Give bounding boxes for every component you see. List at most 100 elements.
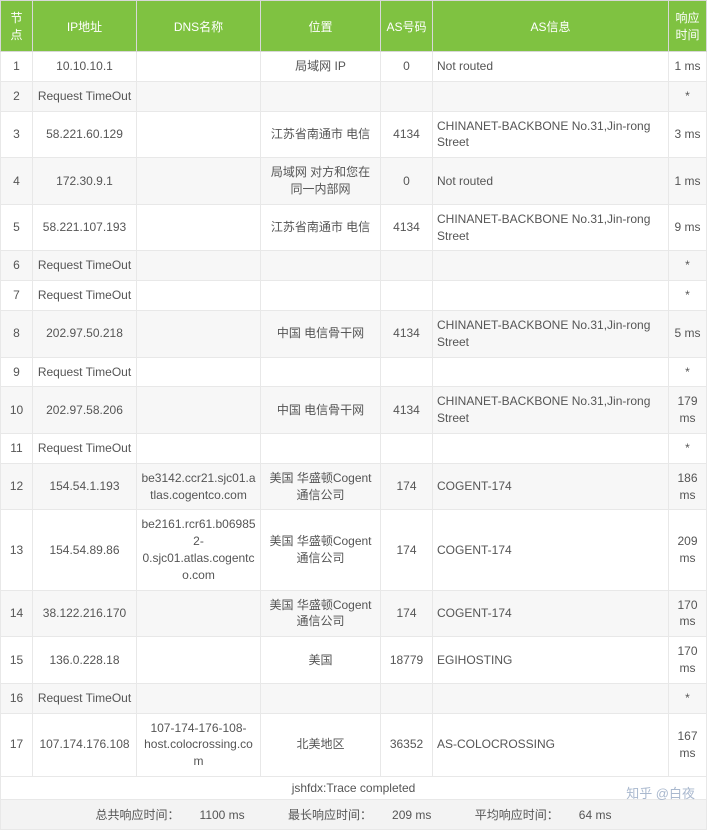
- table-row[interactable]: 10202.97.58.206中国 电信骨干网4134CHINANET-BACK…: [1, 387, 707, 434]
- cell-loc: 美国 华盛顿Cogent通信公司: [261, 510, 381, 590]
- cell-time: *: [669, 251, 707, 281]
- cell-asinfo: [433, 251, 669, 281]
- cell-time: 167 ms: [669, 713, 707, 776]
- cell-as: [381, 433, 433, 463]
- cell-asinfo: COGENT-174: [433, 463, 669, 510]
- column-header-node[interactable]: 节点: [1, 1, 33, 52]
- cell-as: 4134: [381, 310, 433, 357]
- table-row[interactable]: 17107.174.176.108107-174-176-108-host.co…: [1, 713, 707, 776]
- cell-asinfo: CHINANET-BACKBONE No.31,Jin-rong Street: [433, 204, 669, 251]
- table-row[interactable]: 558.221.107.193江苏省南通市 电信4134CHINANET-BAC…: [1, 204, 707, 251]
- stats-total: 总共响应时间：1100 ms: [86, 808, 259, 822]
- table-row[interactable]: 9Request TimeOut*: [1, 357, 707, 387]
- cell-node: 4: [1, 158, 33, 205]
- cell-time: 1 ms: [669, 52, 707, 82]
- cell-loc: 中国 电信骨干网: [261, 310, 381, 357]
- cell-node: 15: [1, 637, 33, 684]
- cell-loc: [261, 357, 381, 387]
- cell-dns: [137, 433, 261, 463]
- cell-dns: [137, 111, 261, 158]
- table-row[interactable]: 4172.30.9.1 局域网 对方和您在同一内部网0Not routed1 ms: [1, 158, 707, 205]
- cell-ip: 172.30.9.1: [33, 158, 137, 205]
- cell-asinfo: CHINANET-BACKBONE No.31,Jin-rong Street: [433, 387, 669, 434]
- cell-ip: 154.54.1.193: [33, 463, 137, 510]
- table-row[interactable]: 15136.0.228.18美国18779EGIHOSTING170 ms: [1, 637, 707, 684]
- cell-dns: be3142.ccr21.sjc01.atlas.cogentco.com: [137, 463, 261, 510]
- table-row[interactable]: 13154.54.89.86be2161.rcr61.b069852-0.sjc…: [1, 510, 707, 590]
- cell-loc: [261, 251, 381, 281]
- column-header-asinfo[interactable]: AS信息: [433, 1, 669, 52]
- cell-as: [381, 357, 433, 387]
- table-header-row: 节点IP地址DNS名称位置AS号码AS信息响应时间: [1, 1, 707, 52]
- cell-node: 11: [1, 433, 33, 463]
- table-body: 110.10.10.1局域网 IP0Not routed1 ms2Request…: [1, 52, 707, 777]
- table-row[interactable]: 7Request TimeOut*: [1, 281, 707, 311]
- cell-time: 170 ms: [669, 637, 707, 684]
- table-row[interactable]: 2Request TimeOut *: [1, 81, 707, 111]
- cell-dns: [137, 310, 261, 357]
- cell-asinfo: Not routed: [433, 158, 669, 205]
- cell-ip: 58.221.107.193: [33, 204, 137, 251]
- cell-dns: [137, 158, 261, 205]
- stats-footer: 总共响应时间：1100 ms 最长响应时间：209 ms 平均响应时间：64 m…: [0, 800, 707, 830]
- cell-time: 5 ms: [669, 310, 707, 357]
- cell-loc: [261, 433, 381, 463]
- cell-as: 0: [381, 158, 433, 205]
- traceroute-table: 节点IP地址DNS名称位置AS号码AS信息响应时间 110.10.10.1局域网…: [0, 0, 707, 777]
- cell-ip: 10.10.10.1: [33, 52, 137, 82]
- cell-ip: Request TimeOut: [33, 357, 137, 387]
- cell-loc: [261, 281, 381, 311]
- table-row[interactable]: 6Request TimeOut*: [1, 251, 707, 281]
- cell-node: 2: [1, 81, 33, 111]
- column-header-dns[interactable]: DNS名称: [137, 1, 261, 52]
- cell-loc: 美国 华盛顿Cogent通信公司: [261, 463, 381, 510]
- cell-time: 209 ms: [669, 510, 707, 590]
- cell-time: *: [669, 281, 707, 311]
- table-row[interactable]: 1438.122.216.170美国 华盛顿Cogent通信公司174COGEN…: [1, 590, 707, 637]
- cell-asinfo: COGENT-174: [433, 510, 669, 590]
- cell-loc: [261, 683, 381, 713]
- cell-ip: 58.221.60.129: [33, 111, 137, 158]
- cell-ip: Request TimeOut: [33, 251, 137, 281]
- cell-node: 13: [1, 510, 33, 590]
- cell-node: 17: [1, 713, 33, 776]
- cell-as: 0: [381, 52, 433, 82]
- table-row[interactable]: 8202.97.50.218中国 电信骨干网4134CHINANET-BACKB…: [1, 310, 707, 357]
- table-row[interactable]: 110.10.10.1局域网 IP0Not routed1 ms: [1, 52, 707, 82]
- cell-ip: 38.122.216.170: [33, 590, 137, 637]
- cell-time: *: [669, 81, 707, 111]
- cell-loc: [261, 81, 381, 111]
- cell-asinfo: CHINANET-BACKBONE No.31,Jin-rong Street: [433, 310, 669, 357]
- column-header-loc[interactable]: 位置: [261, 1, 381, 52]
- cell-time: *: [669, 683, 707, 713]
- cell-asinfo: AS-COLOCROSSING: [433, 713, 669, 776]
- cell-asinfo: [433, 281, 669, 311]
- table-row[interactable]: 12154.54.1.193be3142.ccr21.sjc01.atlas.c…: [1, 463, 707, 510]
- cell-time: 1 ms: [669, 158, 707, 205]
- column-header-ip[interactable]: IP地址: [33, 1, 137, 52]
- cell-as: 4134: [381, 111, 433, 158]
- cell-as: [381, 281, 433, 311]
- cell-ip: 154.54.89.86: [33, 510, 137, 590]
- cell-dns: be2161.rcr61.b069852-0.sjc01.atlas.cogen…: [137, 510, 261, 590]
- table-row[interactable]: 358.221.60.129江苏省南通市 电信4134CHINANET-BACK…: [1, 111, 707, 158]
- column-header-time[interactable]: 响应时间: [669, 1, 707, 52]
- cell-node: 8: [1, 310, 33, 357]
- cell-as: 174: [381, 590, 433, 637]
- cell-node: 16: [1, 683, 33, 713]
- table-row[interactable]: 16Request TimeOut*: [1, 683, 707, 713]
- cell-dns: [137, 281, 261, 311]
- cell-as: [381, 81, 433, 111]
- cell-as: [381, 683, 433, 713]
- cell-ip: Request TimeOut: [33, 81, 137, 111]
- table-row[interactable]: 11Request TimeOut*: [1, 433, 707, 463]
- cell-time: *: [669, 357, 707, 387]
- cell-ip: 107.174.176.108: [33, 713, 137, 776]
- cell-loc: 中国 电信骨干网: [261, 387, 381, 434]
- cell-loc: 江苏省南通市 电信: [261, 111, 381, 158]
- cell-dns: [137, 357, 261, 387]
- column-header-as[interactable]: AS号码: [381, 1, 433, 52]
- cell-loc: 局域网 对方和您在同一内部网: [261, 158, 381, 205]
- cell-asinfo: COGENT-174: [433, 590, 669, 637]
- cell-dns: 107-174-176-108-host.colocrossing.com: [137, 713, 261, 776]
